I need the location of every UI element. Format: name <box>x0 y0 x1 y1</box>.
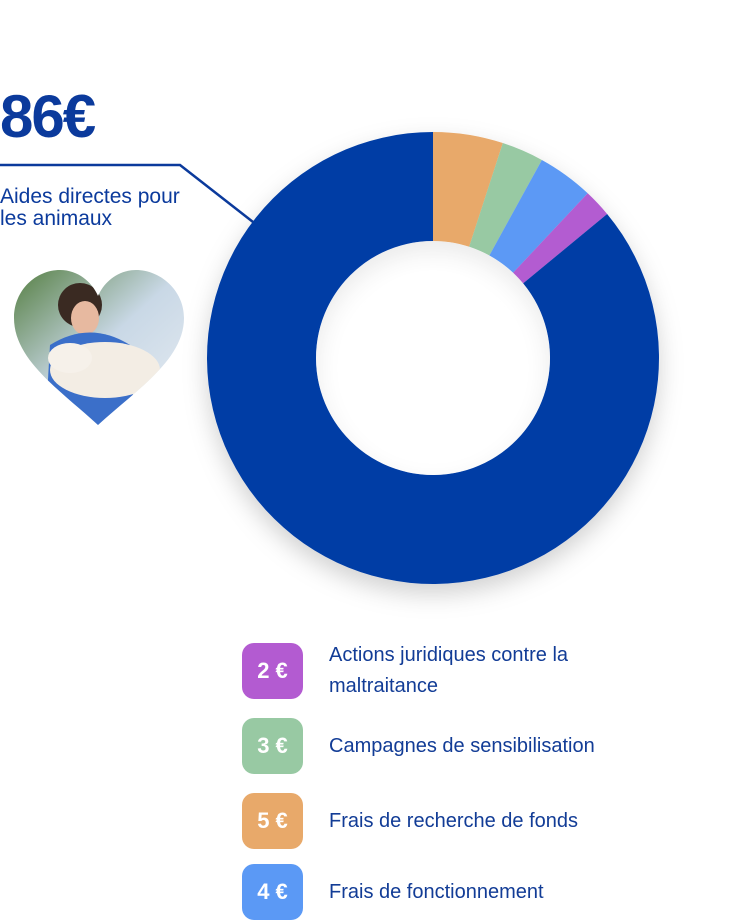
legend-item: 4 € Frais de fonctionnement <box>242 864 629 920</box>
main-value-label: 86€ <box>0 83 96 150</box>
donut-hole <box>345 270 521 446</box>
slice <box>489 159 588 273</box>
legend-label: Actions juridiques contre la maltraitanc… <box>329 644 569 697</box>
donut <box>207 132 659 584</box>
legend-label: Frais de fonctionnement <box>329 880 544 903</box>
main-category-label: Aides directes pour les animaux <box>0 185 180 230</box>
inner-ring <box>316 241 550 475</box>
value-badge: 5 € <box>242 793 303 849</box>
slice <box>433 132 503 247</box>
value-badge: 2 € <box>242 643 303 699</box>
legend-item: 5 € Frais de recherche de fonds <box>242 793 629 849</box>
value-badge: 4 € <box>242 864 303 920</box>
leader-line <box>0 163 254 223</box>
legend-item: 2 € Actions juridiques contre la maltrait… <box>242 640 629 702</box>
slice <box>469 143 542 256</box>
legend-label: Frais de recherche de fonds <box>329 809 579 832</box>
slice <box>513 193 608 284</box>
slice <box>207 132 659 584</box>
value-badge: 3 € <box>242 718 303 774</box>
legend-label: Campagnes de sensibilisation <box>329 734 595 757</box>
legend-item: 3 € Campagnes de sensibilisation <box>242 718 629 774</box>
heart-photo <box>14 270 184 425</box>
